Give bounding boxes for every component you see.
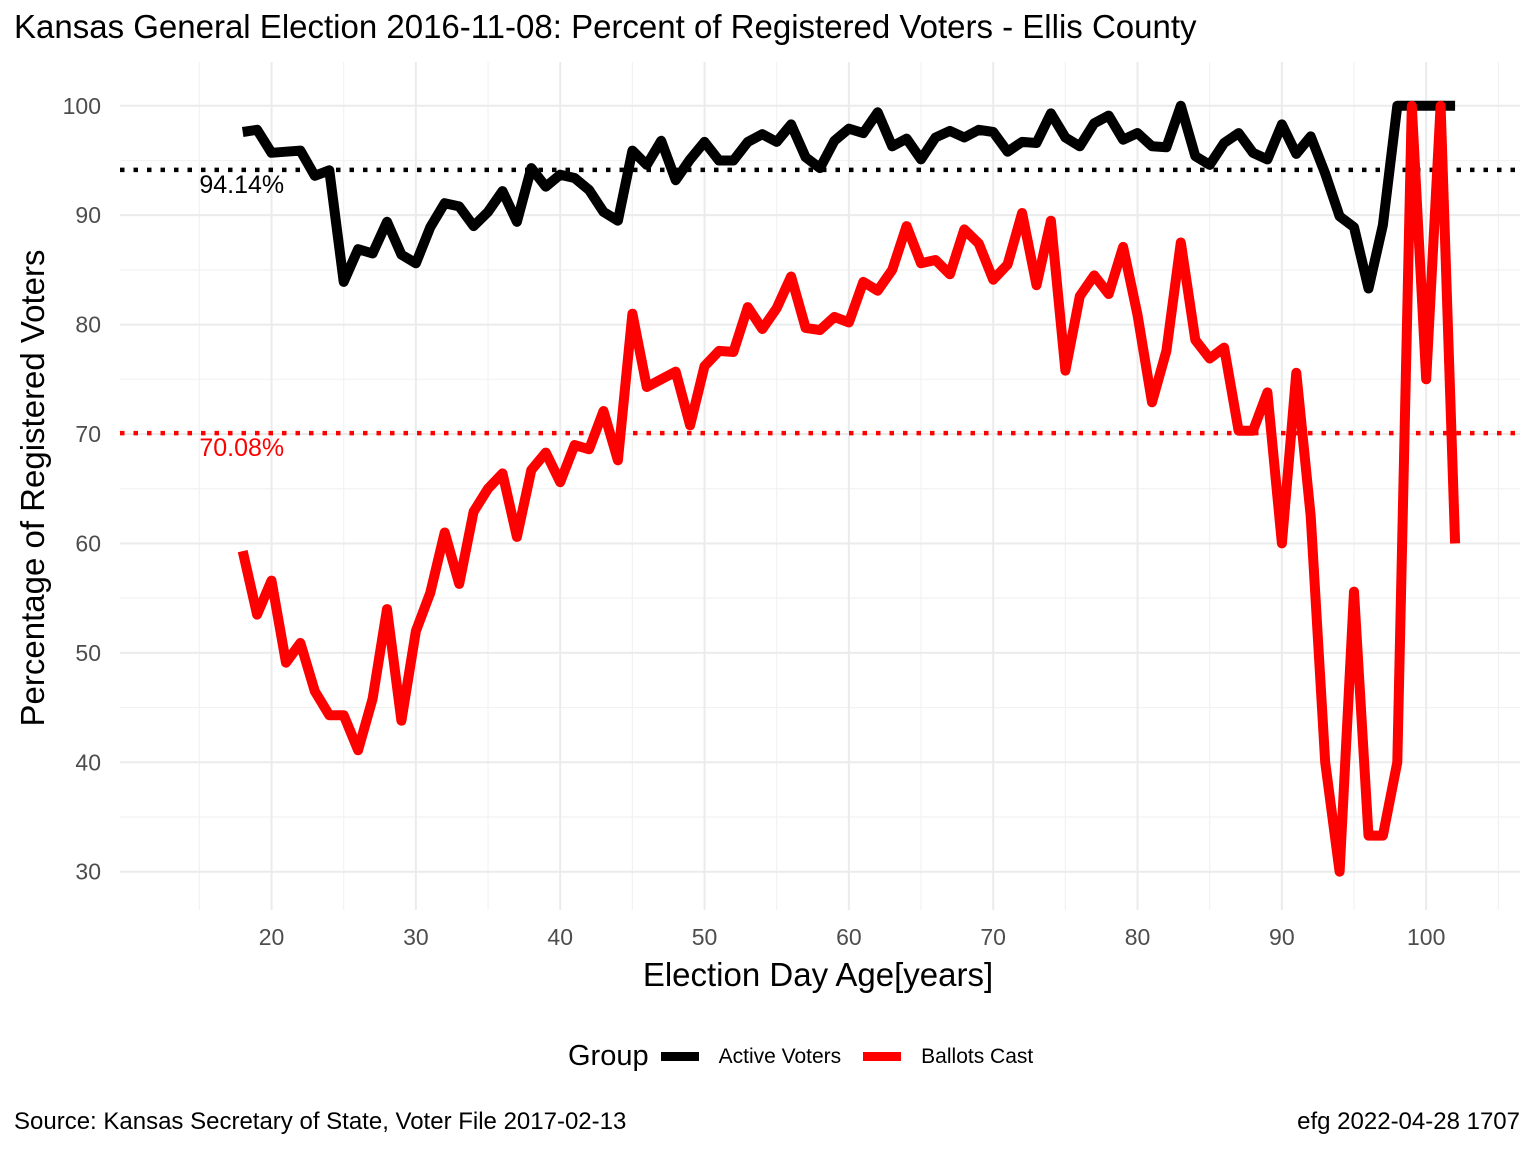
x-axis-title: Election Day Age[years] (643, 956, 993, 993)
x-tick-label: 70 (980, 924, 1006, 950)
legend-key-active-voters (660, 1052, 699, 1061)
y-tick-label: 40 (75, 749, 101, 775)
y-tick-label: 30 (75, 859, 101, 885)
reference-line-label: 94.14% (199, 171, 284, 199)
y-axis-title: Percentage of Registered Voters (14, 250, 51, 727)
y-tick-label: 60 (75, 530, 101, 556)
y-tick-label: 90 (75, 202, 101, 228)
x-axis-tick-labels: 20 30 40 50 60 70 80 90 100 (259, 924, 1446, 950)
x-tick-label: 30 (403, 924, 429, 950)
x-tick-label: 20 (259, 924, 285, 950)
y-tick-label: 80 (75, 312, 101, 338)
chart-title: Kansas General Election 2016-11-08: Perc… (14, 8, 1197, 45)
x-tick-label: 90 (1269, 924, 1295, 950)
legend-key-ballots-cast (863, 1052, 902, 1061)
x-tick-label: 60 (836, 924, 862, 950)
major-gridlines (120, 62, 1520, 910)
reference-line-label: 70.08% (199, 434, 284, 462)
y-tick-label: 70 (75, 421, 101, 447)
series-layer (237, 100, 1461, 877)
x-tick-label: 50 (692, 924, 718, 950)
legend-title: Group (568, 1040, 649, 1072)
legend-label-active-voters: Active Voters (718, 1044, 842, 1068)
source-caption: Source: Kansas Secretary of State, Voter… (14, 1108, 627, 1135)
x-tick-label: 80 (1125, 924, 1151, 950)
x-tick-label: 40 (547, 924, 573, 950)
credit-caption: efg 2022-04-28 1707 (1297, 1108, 1520, 1135)
series-line-active-voters (241, 100, 1456, 294)
legend-label-ballots-cast: Ballots Cast (921, 1044, 1034, 1068)
y-axis-tick-labels: 30 40 50 60 70 80 90 100 (63, 93, 101, 885)
reference-lines (120, 167, 1520, 436)
x-tick-label: 100 (1407, 924, 1445, 950)
legend: Group Active Voters Ballots Cast (568, 1040, 1055, 1073)
series-line-ballots-cast (237, 100, 1461, 877)
reference-labels: 94.14% 70.08% (199, 171, 284, 462)
y-tick-label: 100 (63, 93, 101, 119)
y-tick-label: 50 (75, 640, 101, 666)
